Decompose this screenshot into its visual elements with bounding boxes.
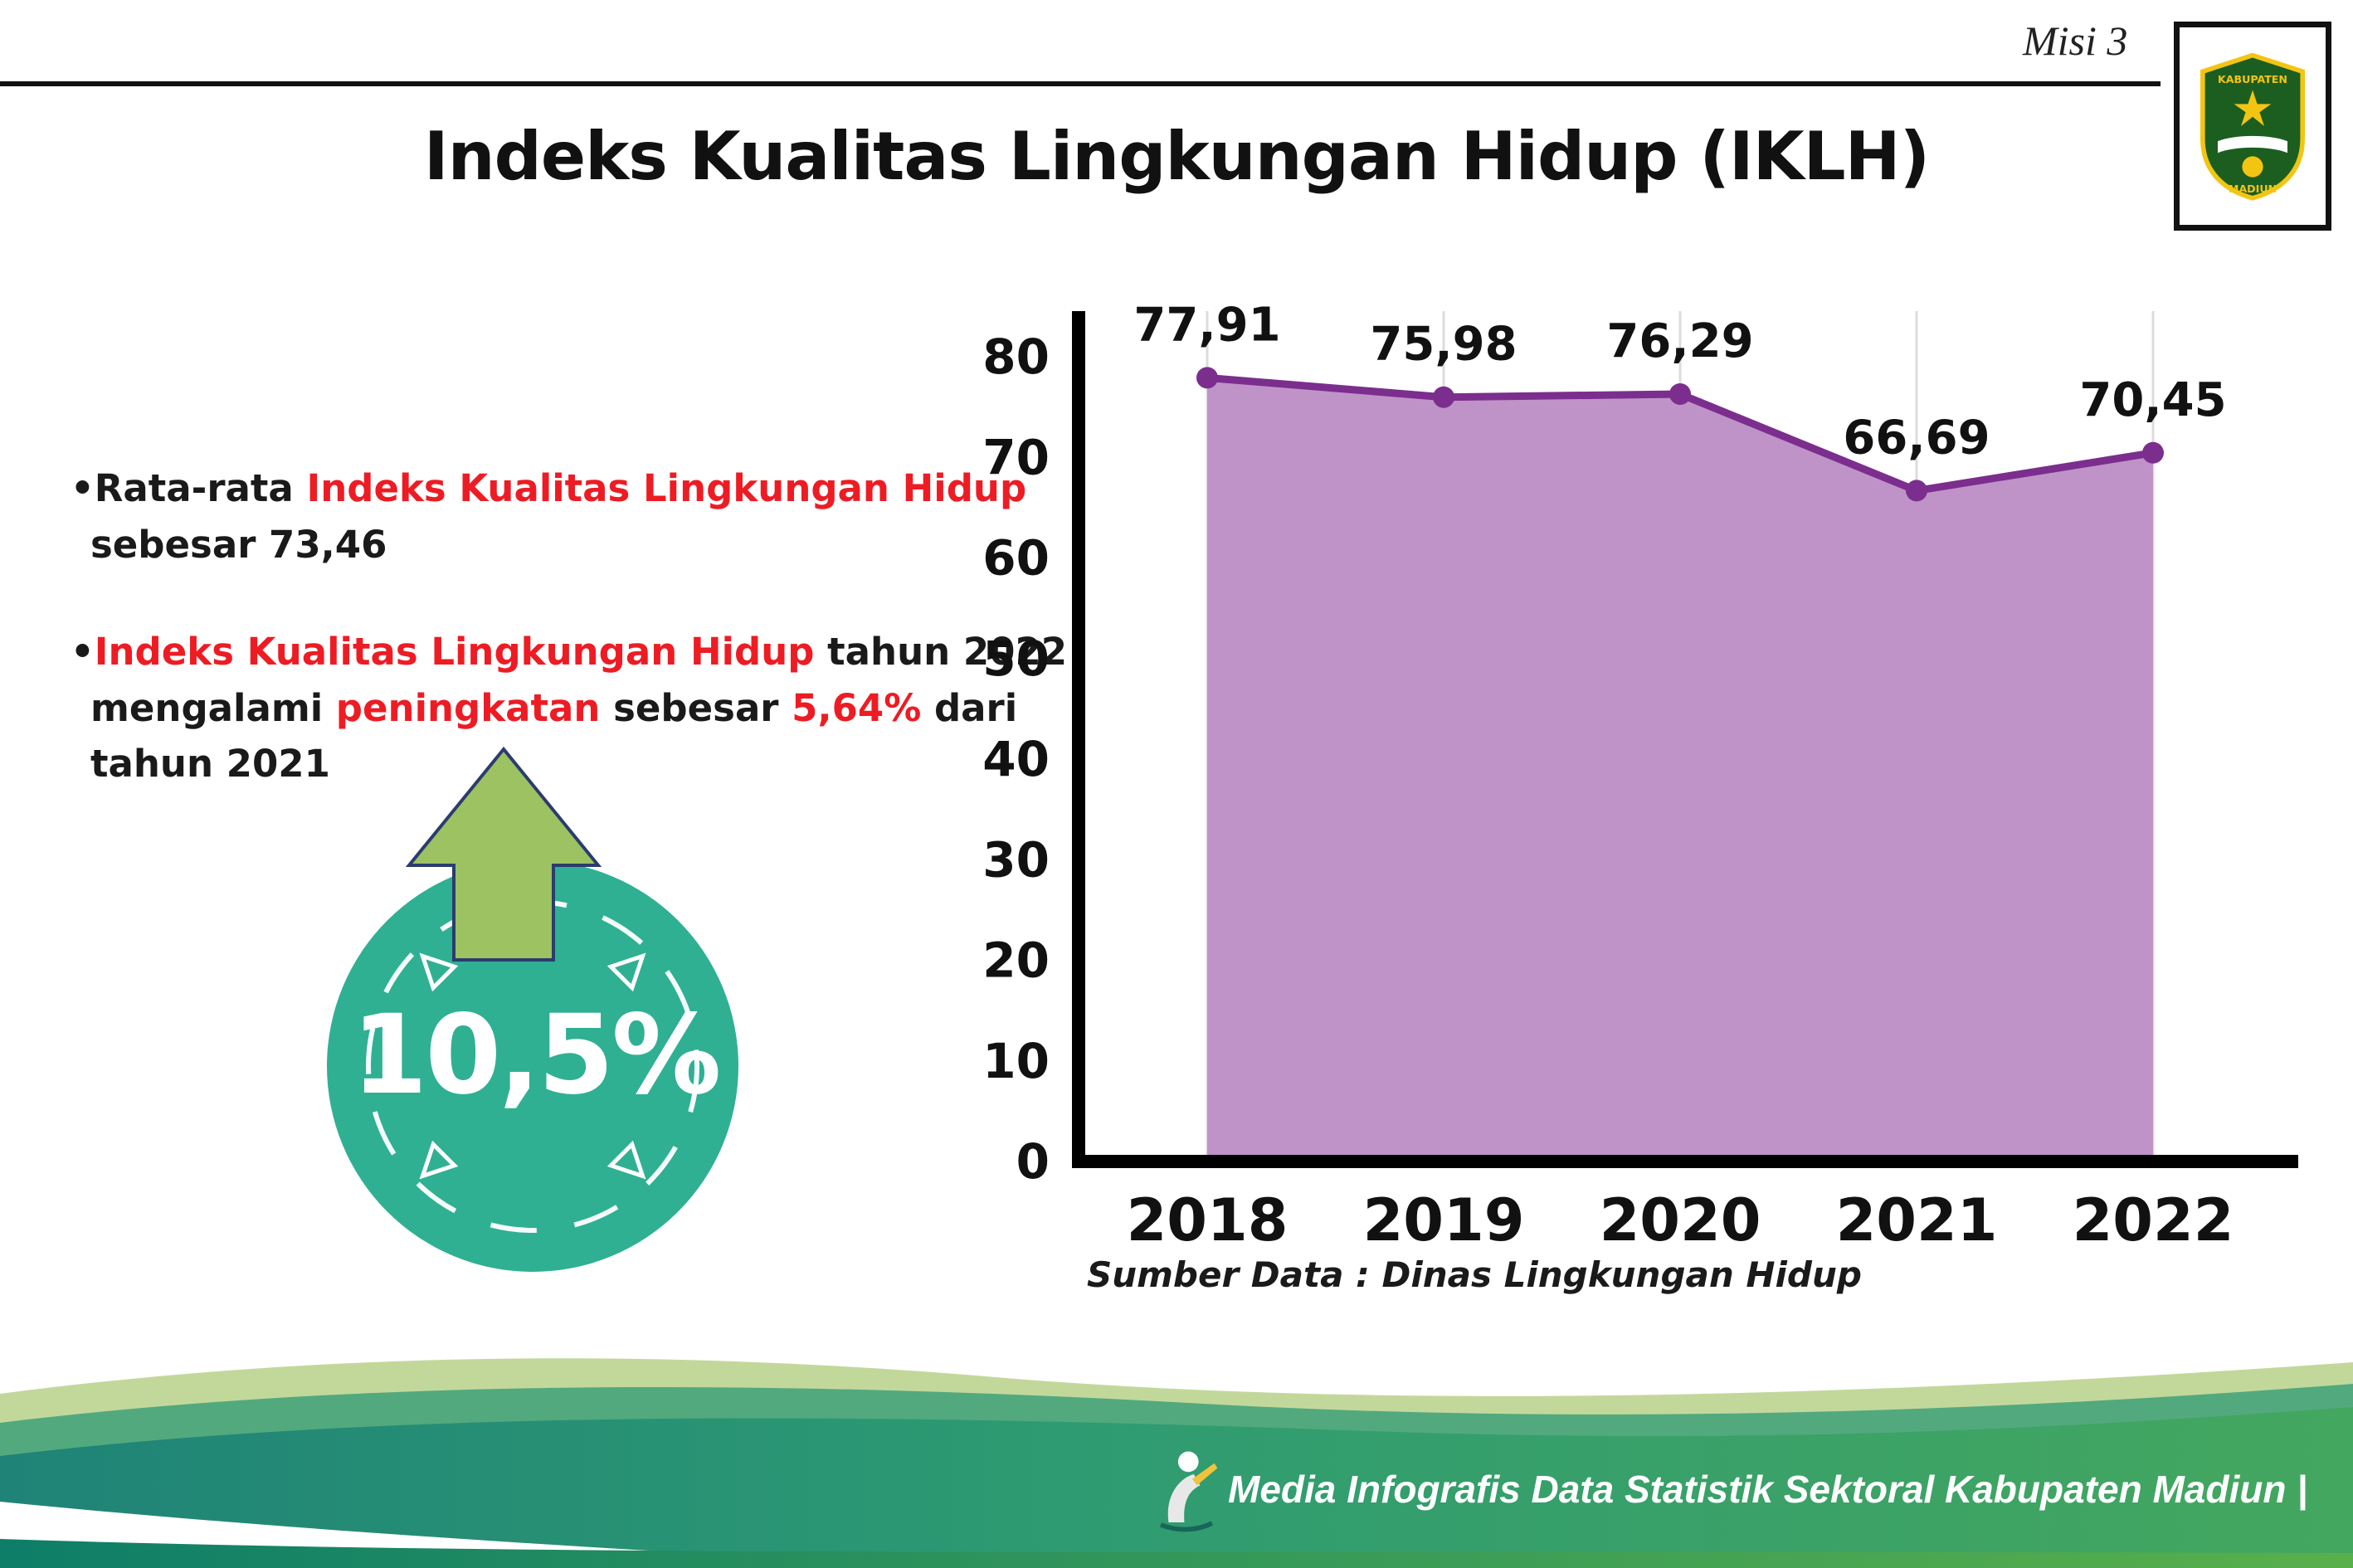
x-tick-label: 2022	[2073, 1186, 2234, 1254]
y-tick-label: 70	[982, 429, 1050, 485]
bullet2-text5: tahun 2021	[90, 742, 330, 786]
emblem-dot	[2242, 156, 2263, 178]
bullet1-highlight: Indeks Kualitas Lingkungan Hidup	[306, 466, 1027, 510]
y-tick-label: 50	[982, 631, 1050, 687]
ring-arrow-se	[607, 1140, 646, 1180]
x-tick-label: 2021	[1836, 1186, 1998, 1254]
y-tick-label: 30	[982, 831, 1050, 888]
increase-badge	[327, 746, 738, 1272]
ring-arrow-sw	[419, 1140, 459, 1180]
chart-area	[1207, 377, 2153, 1161]
up-arrow-icon	[405, 746, 602, 962]
iklh-area-chart: 77,91 75,98 76,29 66,69 70,45 0 10 20 30 40 50 60 70…	[982, 298, 2298, 1254]
value-label: 77,91	[1133, 298, 1280, 352]
badge-circle	[327, 860, 738, 1272]
footer-credit: Media Infografis Data Statistik Sektoral…	[1228, 1468, 2308, 1511]
x-tick-label: 2020	[1600, 1186, 1761, 1254]
bullet-marker: •	[71, 630, 95, 674]
mascot-head	[1177, 1451, 1199, 1473]
ring-arrow-nw	[419, 952, 459, 992]
y-tick-label: 80	[982, 329, 1050, 385]
star-icon	[2234, 90, 2272, 126]
bullet2-text3: sebesar	[600, 685, 792, 730]
banner-shape	[2218, 135, 2287, 153]
logo-text-bottom: MADIUN	[2229, 183, 2277, 195]
value-label: 75,98	[1370, 318, 1517, 372]
logo-text-top: KABUPATEN	[2218, 73, 2287, 85]
footer-wave	[0, 1358, 2353, 1568]
data-source-label: Sumber Data : Dinas Lingkungan Hidup	[1087, 1254, 1862, 1295]
y-tick-label: 0	[1016, 1133, 1050, 1190]
wave-bottom-strip	[0, 1539, 2353, 1568]
value-label: 66,69	[1843, 411, 1990, 465]
bullet-marker: •	[71, 466, 95, 510]
bullet-average-iklh: •Rata-rata Indeks Kualitas Lingkungan Hi…	[71, 460, 1116, 572]
top-divider	[0, 81, 2161, 86]
data-point	[1196, 367, 1218, 389]
bullet2-text2: mengalami	[90, 685, 336, 730]
summary-bullets: •Rata-rata Indeks Kualitas Lingkungan Hi…	[71, 460, 1116, 844]
bullet2-highlight3: 5,64%	[792, 685, 922, 730]
ring-arrows	[419, 952, 646, 1180]
y-tick-label: 20	[982, 933, 1050, 989]
bullet2-highlight1: Indeks Kualitas Lingkungan Hidup	[94, 630, 815, 674]
shield-shape	[2200, 52, 2305, 201]
misi-label: Misi 3	[2023, 17, 2128, 64]
kabupaten-madiun-logo: KABUPATEN MADIUN	[2174, 22, 2331, 231]
increase-percentage: 10,5%	[351, 991, 722, 1119]
mascot-base	[1159, 1521, 1214, 1532]
coat-of-arms-icon: KABUPATEN MADIUN	[2200, 52, 2305, 201]
bullet2-text1: tahun 2022	[814, 630, 1068, 674]
writer-mascot-icon	[1159, 1451, 1218, 1532]
value-label: 70,45	[2079, 373, 2226, 427]
bullet-increase-iklh: •Indeks Kualitas Lingkungan Hidup tahun …	[71, 624, 1116, 792]
bullet1-text2: sebesar 73,46	[90, 522, 387, 567]
y-tick-label: 60	[982, 530, 1050, 587]
data-point	[1669, 382, 1691, 405]
x-tick-label: 2019	[1363, 1186, 1525, 1254]
bullet2-text4: dari	[921, 685, 1018, 730]
page-title: Indeks Kualitas Lingkungan Hidup (IKLH)	[423, 118, 1930, 195]
pencil-icon	[1192, 1463, 1218, 1486]
x-tick-label: 2018	[1127, 1186, 1289, 1254]
bullet2-highlight2: peningkatan	[335, 685, 601, 730]
ring-arrow-ne	[607, 952, 646, 992]
data-point	[1433, 386, 1454, 408]
bullet1-text: Rata-rata	[94, 466, 307, 510]
data-point	[1906, 480, 1927, 502]
y-tick-label: 40	[982, 731, 1050, 787]
mascot-body	[1167, 1474, 1201, 1522]
data-point	[2142, 441, 2164, 464]
y-tick-label: 10	[982, 1033, 1050, 1089]
value-label: 76,29	[1606, 314, 1753, 368]
